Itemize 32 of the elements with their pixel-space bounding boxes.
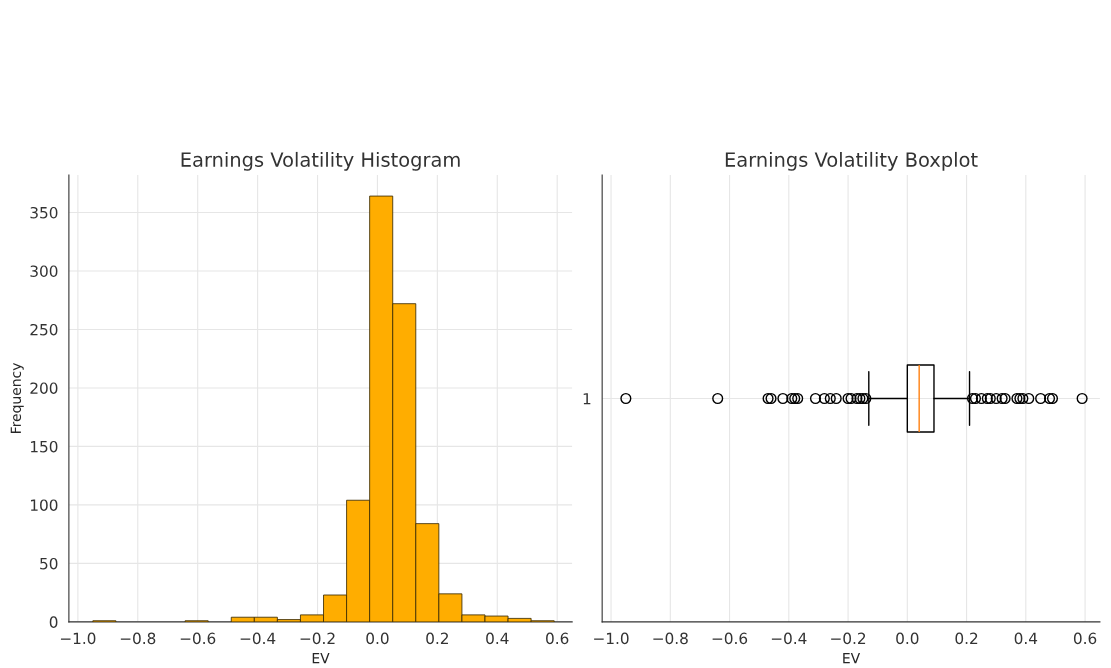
y-tick-label: 100 [30, 499, 58, 511]
x-tick-label: 0.0 [896, 632, 919, 645]
x-tick-label: −0.6 [712, 632, 748, 645]
x-tick-label: −0.4 [771, 632, 807, 645]
y-tick-label: 300 [30, 265, 58, 277]
y-tick-label: 350 [30, 206, 58, 219]
y-tick-label: 0 [49, 616, 58, 628]
x-tick-label: 0.2 [426, 632, 448, 645]
x-axis-title: EV [843, 653, 861, 664]
x-tick-label: 0.4 [486, 632, 509, 645]
y-tick-label: 250 [30, 323, 58, 336]
y-tick-label: 50 [40, 557, 58, 570]
chart-title: Earnings Volatility Histogram [181, 151, 460, 171]
x-tick-label: 0.2 [955, 632, 978, 645]
x-tick-label: 0.6 [546, 632, 569, 645]
x-tick-label: −0.2 [300, 632, 335, 645]
x-tick-label: 0.4 [1014, 632, 1038, 645]
x-tick-label: −0.8 [120, 632, 156, 645]
x-axis-title: EV [312, 653, 330, 664]
y-axis-title: Frequency [10, 363, 24, 433]
x-tick-label: −1.0 [594, 632, 629, 645]
x-tick-label: 0.6 [1073, 632, 1097, 645]
x-tick-label: −1.0 [60, 632, 96, 645]
x-tick-label: −0.8 [653, 632, 688, 645]
y-tick-label: 200 [30, 382, 58, 394]
y-tick-label: 1 [583, 393, 591, 405]
x-tick-label: −0.2 [831, 632, 866, 645]
x-tick-label: −0.4 [240, 632, 276, 645]
chart-title: Earnings Volatility Boxplot [725, 151, 978, 171]
y-tick-label: 150 [30, 440, 58, 453]
x-tick-label: −0.6 [180, 632, 216, 645]
x-tick-label: 0.0 [366, 632, 389, 645]
